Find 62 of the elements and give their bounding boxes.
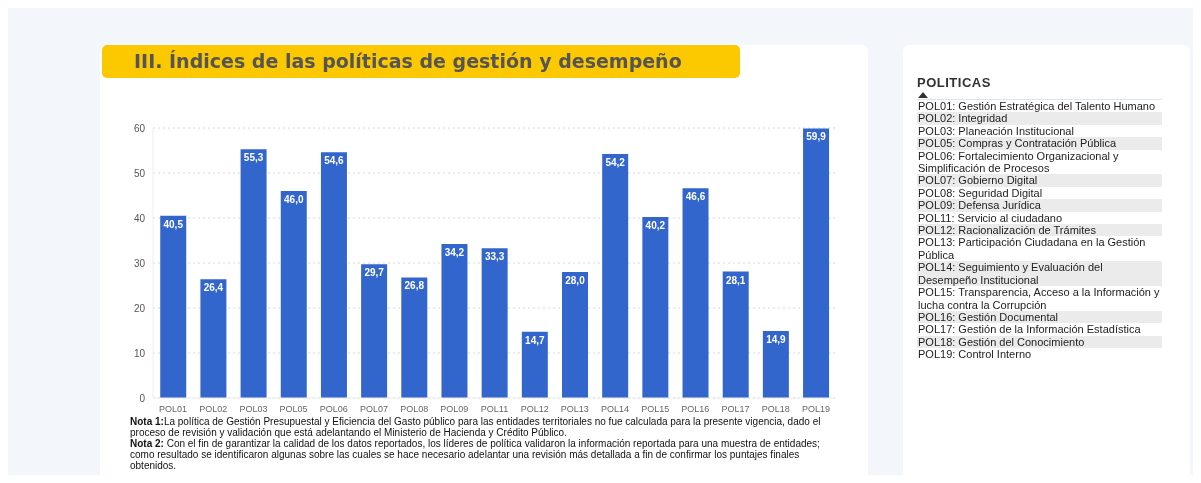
data-label: 29,7 [364,267,385,279]
x-tick-label: POL15 [641,404,670,415]
x-tick-label: POL17 [721,404,750,415]
y-tick-label: 50 [133,167,146,179]
x-tick-label: POL01 [159,404,188,415]
data-label: 14,7 [525,334,545,346]
x-tick-label: POL09 [440,404,469,415]
text: POL14: Seguimiento y Evaluación del Desempeño Institucional [917,261,1162,287]
x-tick-label: POL02 [199,404,228,415]
x-tick-label: POL07 [359,404,388,415]
y-tick-label: 30 [133,257,146,269]
y-tick-label: 10 [133,347,146,359]
text: POL02: Integridad [917,112,1162,125]
text: POL06: Fortalecimiento Organizacional y Simplificación de Procesos [917,149,1162,175]
data-label: 46,6 [685,191,706,203]
y-tick-label: 0 [139,392,146,404]
x-tick-label: POL12 [520,404,549,415]
text: POL01: Gestión Estratégica del Talento Humano [917,100,1162,113]
x-tick-label: POL05 [279,404,308,415]
x-tick-label: POL03 [239,404,268,415]
data-label: 28,0 [565,275,586,286]
data-label: 26,8 [404,280,425,292]
text: Nota 2: Con el fin de garantizar la calidad de los datos reportados, los líderes de política validaron la información reportada para una muestra de entidades; como resultado se identificaron algunas sobre las cuales se hace necesario adelantar una revisión más detallada a fin de confirmar los puntajes finales obtenidos. [130,438,821,471]
data-label: 26,4 [203,282,224,294]
x-tick-label: POL13 [560,404,589,415]
y-tick-label: 20 [133,302,146,314]
data-label: 55,3 [243,152,264,164]
text: POL15: Transparencia, Acceso a la Información y lucha contra la Corrupción [917,286,1162,311]
text: POL18: Gestión del Conocimiento [917,335,1162,349]
x-tick-label: POL14 [601,404,630,415]
text: POL12: Racionalización de Trámites [917,224,1162,237]
data-label: 54,6 [324,155,345,167]
data-label: 59,9 [806,131,827,143]
text: POL09: Defensa Jurídica [917,199,1162,212]
data-label: 40,2 [645,220,666,232]
text: Nota 1:La política de Gestión Presupuestal y Eficiencia del Gasto público para las entidades territoriales no fue calculada para la presente vigencia, dado el proceso de revisión y validación que está adelantando el Ministerio de Hacienda y Crédito Público. [130,416,822,438]
x-tick-label: POL08 [400,404,429,415]
text: POL11: Servicio al ciudadano [917,211,1162,225]
x-tick-label: POL06 [319,404,348,415]
text: POL19: Control Interno [917,348,1162,361]
text: POL03: Planeación Institucional [917,124,1162,138]
data-label: 34,2 [444,247,465,259]
data-label: 46,0 [284,194,304,205]
data-label: 28,1 [725,274,746,286]
data-label: 40,5 [163,218,184,230]
text: POL07: Gobierno Digital [917,174,1162,187]
chart-title: III. Índices de las políticas de gestión y desempeño [102,45,740,78]
text: POL17: Gestión de la Información Estadística [917,323,1162,336]
text: POL13: Participación Ciudadana en la Gestión Pública [917,236,1162,262]
x-tick-label: POL19 [801,404,830,415]
y-tick-label: 60 [133,122,146,134]
text: POL08: Seguridad Digital [917,186,1162,200]
data-label: 33,3 [484,251,505,263]
text: POLITICAS [917,75,991,90]
text: POL05: Compras y Contratación Pública [917,137,1162,150]
x-tick-label: POL18 [761,404,790,415]
text: POL16: Gestión Documental [917,310,1162,324]
x-tick-label: POL16 [681,404,710,415]
y-tick-label: 40 [133,212,146,224]
data-label: 14,9 [766,333,787,345]
data-label: 54,2 [605,157,626,169]
x-tick-label: POL11 [480,404,509,415]
